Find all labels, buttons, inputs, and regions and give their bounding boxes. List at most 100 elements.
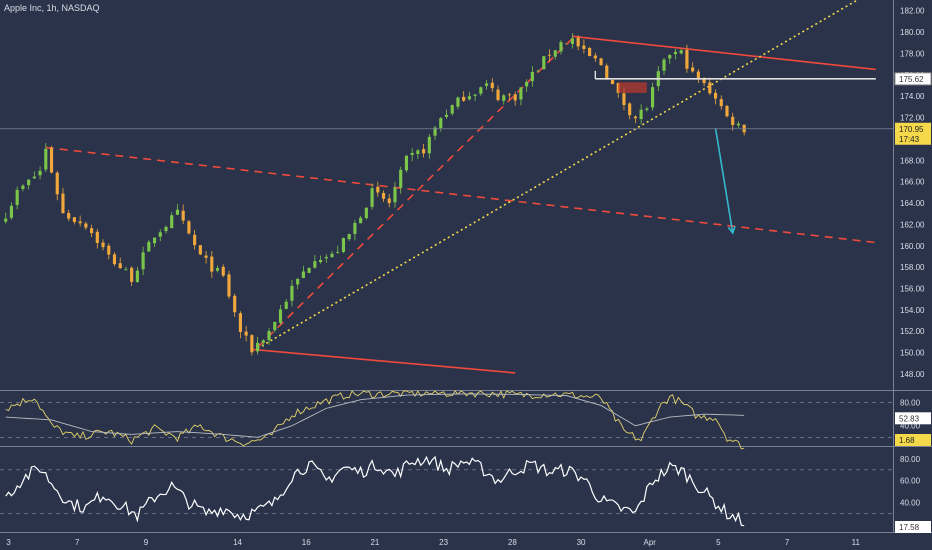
candle-body xyxy=(433,127,437,136)
candle-body xyxy=(507,94,512,96)
price-tick-label: 174.00 xyxy=(900,92,925,101)
candle xyxy=(399,166,403,194)
candle-body xyxy=(725,105,729,117)
candle-body xyxy=(490,82,494,89)
chart-title: Apple Inc, 1h, NASDAQ xyxy=(4,3,100,13)
candle-body xyxy=(256,342,260,352)
time-axis[interactable]: 3 7 9 14 16 21 23 28 30 Apr 5 7 11 xyxy=(6,538,860,547)
oscillator-tick-label: 40.00 xyxy=(900,422,921,431)
candle-body xyxy=(204,255,208,258)
candle-body xyxy=(404,155,409,171)
candle xyxy=(416,148,420,160)
candle-body xyxy=(38,170,42,176)
trend-lines[interactable] xyxy=(45,0,876,374)
candle xyxy=(439,116,443,132)
candle xyxy=(708,77,712,96)
projection-arrow[interactable] xyxy=(714,128,734,234)
candle-body xyxy=(107,245,111,255)
price-tick-label: 156.00 xyxy=(900,284,925,293)
candle-body xyxy=(513,94,517,101)
candle-body xyxy=(702,79,706,84)
candle-body xyxy=(376,186,380,193)
candle xyxy=(479,86,483,96)
candle-body xyxy=(651,87,655,108)
candle-body xyxy=(576,37,580,47)
time-tick-label: 30 xyxy=(577,538,586,547)
candle-body xyxy=(330,253,334,258)
candle-body xyxy=(570,38,575,44)
candle-body xyxy=(61,193,65,214)
candle xyxy=(605,63,609,81)
candle-body xyxy=(616,82,620,93)
level-lines[interactable] xyxy=(0,70,893,130)
candle-body xyxy=(147,241,151,252)
candle xyxy=(381,190,386,202)
candle xyxy=(181,204,185,225)
candle xyxy=(55,170,59,201)
time-tick-label: 11 xyxy=(852,538,861,547)
candle xyxy=(278,304,283,325)
trend-line[interactable] xyxy=(251,348,516,374)
time-tick-label: 9 xyxy=(144,538,149,547)
candle xyxy=(244,325,248,342)
candle xyxy=(742,124,746,136)
candle-body xyxy=(55,172,59,195)
price-tick-label: 166.00 xyxy=(900,178,925,187)
candle xyxy=(175,203,180,215)
candle-body xyxy=(708,82,712,94)
candle xyxy=(691,62,695,73)
dotted-trend-line[interactable] xyxy=(257,0,876,350)
candlestick-series xyxy=(4,33,746,356)
candle xyxy=(565,43,569,45)
candle-body xyxy=(713,92,718,99)
candle xyxy=(725,104,729,118)
highlight-box[interactable] xyxy=(618,82,647,93)
candle xyxy=(713,89,718,105)
candle-body xyxy=(164,226,168,232)
candle-body xyxy=(622,93,626,106)
candle xyxy=(633,115,637,124)
candle xyxy=(95,228,99,249)
candle-body xyxy=(267,331,271,341)
candle xyxy=(536,69,540,73)
price-tick-label: 180.00 xyxy=(900,28,925,37)
candle-body xyxy=(628,103,632,116)
trend-line[interactable] xyxy=(572,35,876,71)
candle xyxy=(433,125,437,141)
candle-body xyxy=(215,268,220,271)
candle xyxy=(210,251,214,278)
dashed-trend-line[interactable] xyxy=(45,146,876,244)
candle xyxy=(547,49,552,62)
candle xyxy=(719,95,723,110)
candle xyxy=(422,143,426,158)
candle-body xyxy=(90,228,94,234)
candle-body xyxy=(15,189,19,205)
candle xyxy=(685,44,689,73)
price-axis[interactable]: 182.00180.00178.00176.00174.00172.00170.… xyxy=(894,7,932,379)
candle-body xyxy=(370,188,374,207)
candle-body xyxy=(359,217,363,224)
candle xyxy=(645,106,649,112)
candle-body xyxy=(668,55,672,59)
value-label: 52.83 xyxy=(899,414,920,423)
candle-body xyxy=(422,149,426,154)
candle-body xyxy=(67,212,71,219)
candle-body xyxy=(336,251,340,253)
candle-body xyxy=(21,185,25,189)
fast-line xyxy=(5,390,745,450)
candle-body xyxy=(290,285,294,301)
candle xyxy=(588,46,592,57)
candle xyxy=(9,202,14,220)
candle xyxy=(107,243,111,260)
candle xyxy=(78,215,82,227)
candle xyxy=(204,251,208,264)
candle xyxy=(15,186,19,210)
level-price-tag xyxy=(894,72,932,86)
candle xyxy=(238,311,242,339)
candle xyxy=(370,183,374,210)
candle-body xyxy=(685,50,689,69)
candle xyxy=(330,251,334,258)
candle xyxy=(38,166,42,180)
candle xyxy=(193,229,197,250)
